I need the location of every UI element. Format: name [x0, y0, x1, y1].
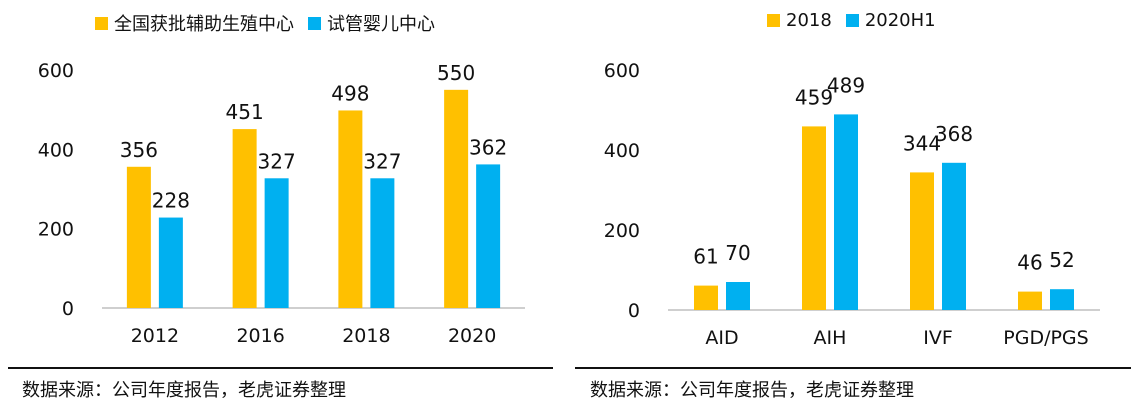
- data-label: 52: [1049, 248, 1074, 272]
- legend-label-2020h1: 2020H1: [864, 10, 936, 31]
- x-tick-label: 2018: [342, 325, 390, 347]
- legend-swatch-2020h1: [845, 14, 859, 27]
- data-label: 327: [258, 149, 296, 173]
- data-label: 228: [152, 189, 190, 213]
- data-label: 356: [120, 138, 158, 162]
- x-tick-label: 2012: [131, 325, 179, 347]
- y-tick-label: 400: [604, 140, 640, 162]
- bar-1-2016: [232, 129, 257, 308]
- source-divider-right: [575, 367, 1131, 369]
- x-tick-label: AID: [705, 327, 738, 349]
- legend-right: 2018 2020H1: [767, 10, 950, 31]
- bar-1-aih: [802, 126, 826, 311]
- data-label: 46: [1017, 251, 1042, 275]
- y-tick-label: 0: [628, 300, 640, 322]
- source-note-left: 数据来源：公司年度报告，老虎证券整理: [22, 380, 346, 401]
- bar-chart-left: 0 200 400 600 356 228 2012 451 327 2016 498 327 2018…: [38, 60, 525, 347]
- x-tick-label: AIH: [814, 327, 847, 349]
- bar-2-pgd-pgs: [1050, 289, 1074, 310]
- data-label: 489: [827, 73, 865, 97]
- data-label: 451: [226, 100, 264, 124]
- y-tick-label: 0: [62, 298, 74, 320]
- data-label: 61: [693, 245, 718, 269]
- bar-2-2012: [158, 217, 183, 308]
- y-tick-label: 600: [604, 60, 640, 82]
- legend-swatch-series1: [95, 16, 108, 30]
- x-tick-label: IVF: [923, 327, 953, 349]
- legend-item-2020h1: 2020H1: [845, 10, 936, 31]
- x-tick-label: PGD/PGS: [1003, 327, 1088, 349]
- legend-left: 全国获批辅助生殖中心 试管婴儿中心: [95, 10, 449, 36]
- y-tick-label: 600: [38, 60, 74, 82]
- bar-1-2020: [444, 89, 469, 308]
- legend-label-series2: 试管婴儿中心: [327, 14, 435, 35]
- bar-2-aih: [834, 114, 858, 311]
- legend-swatch-2018: [767, 14, 780, 27]
- chart-left: 全国获批辅助生殖中心 试管婴儿中心 0 200 400 600 356 228 2012 45…: [0, 0, 560, 415]
- data-label: 368: [935, 122, 973, 146]
- bar-1-2018: [338, 110, 363, 309]
- bar-1-aid: [694, 285, 718, 310]
- data-label: 344: [903, 131, 941, 155]
- bar-2-2018: [370, 178, 395, 308]
- data-label: 498: [331, 81, 369, 105]
- data-label: 362: [469, 135, 507, 159]
- bar-2-ivf: [942, 162, 966, 310]
- bar-2-aid: [726, 282, 750, 310]
- y-tick-label: 200: [38, 219, 74, 241]
- data-label: 70: [725, 241, 750, 265]
- legend-item-series2: 试管婴儿中心: [308, 10, 435, 36]
- data-label: 327: [363, 149, 401, 173]
- bar-2-2020: [476, 164, 501, 308]
- legend-item-series1: 全国获批辅助生殖中心: [95, 10, 294, 36]
- chart-right: 2018 2020H1 0 200 400 600 61 70 AID 459 489 AIH 34…: [575, 0, 1139, 415]
- legend-item-2018: 2018: [767, 10, 832, 31]
- y-tick-label: 200: [604, 220, 640, 242]
- data-label: 459: [795, 85, 833, 109]
- legend-label-2018: 2018: [786, 10, 832, 31]
- source-note-right: 数据来源：公司年度报告，老虎证券整理: [590, 380, 914, 401]
- bar-1-2012: [126, 166, 151, 308]
- x-tick-label: 2020: [448, 325, 496, 347]
- bar-2-2016: [264, 178, 289, 308]
- y-tick-label: 400: [38, 139, 74, 161]
- bar-1-ivf: [910, 172, 934, 310]
- legend-label-series1: 全国获批辅助生殖中心: [114, 14, 294, 35]
- legend-swatch-series2: [308, 16, 321, 30]
- source-divider-left: [8, 367, 553, 369]
- x-tick-label: 2016: [236, 325, 284, 347]
- bar-1-pgd-pgs: [1018, 291, 1042, 310]
- data-label: 550: [437, 61, 475, 85]
